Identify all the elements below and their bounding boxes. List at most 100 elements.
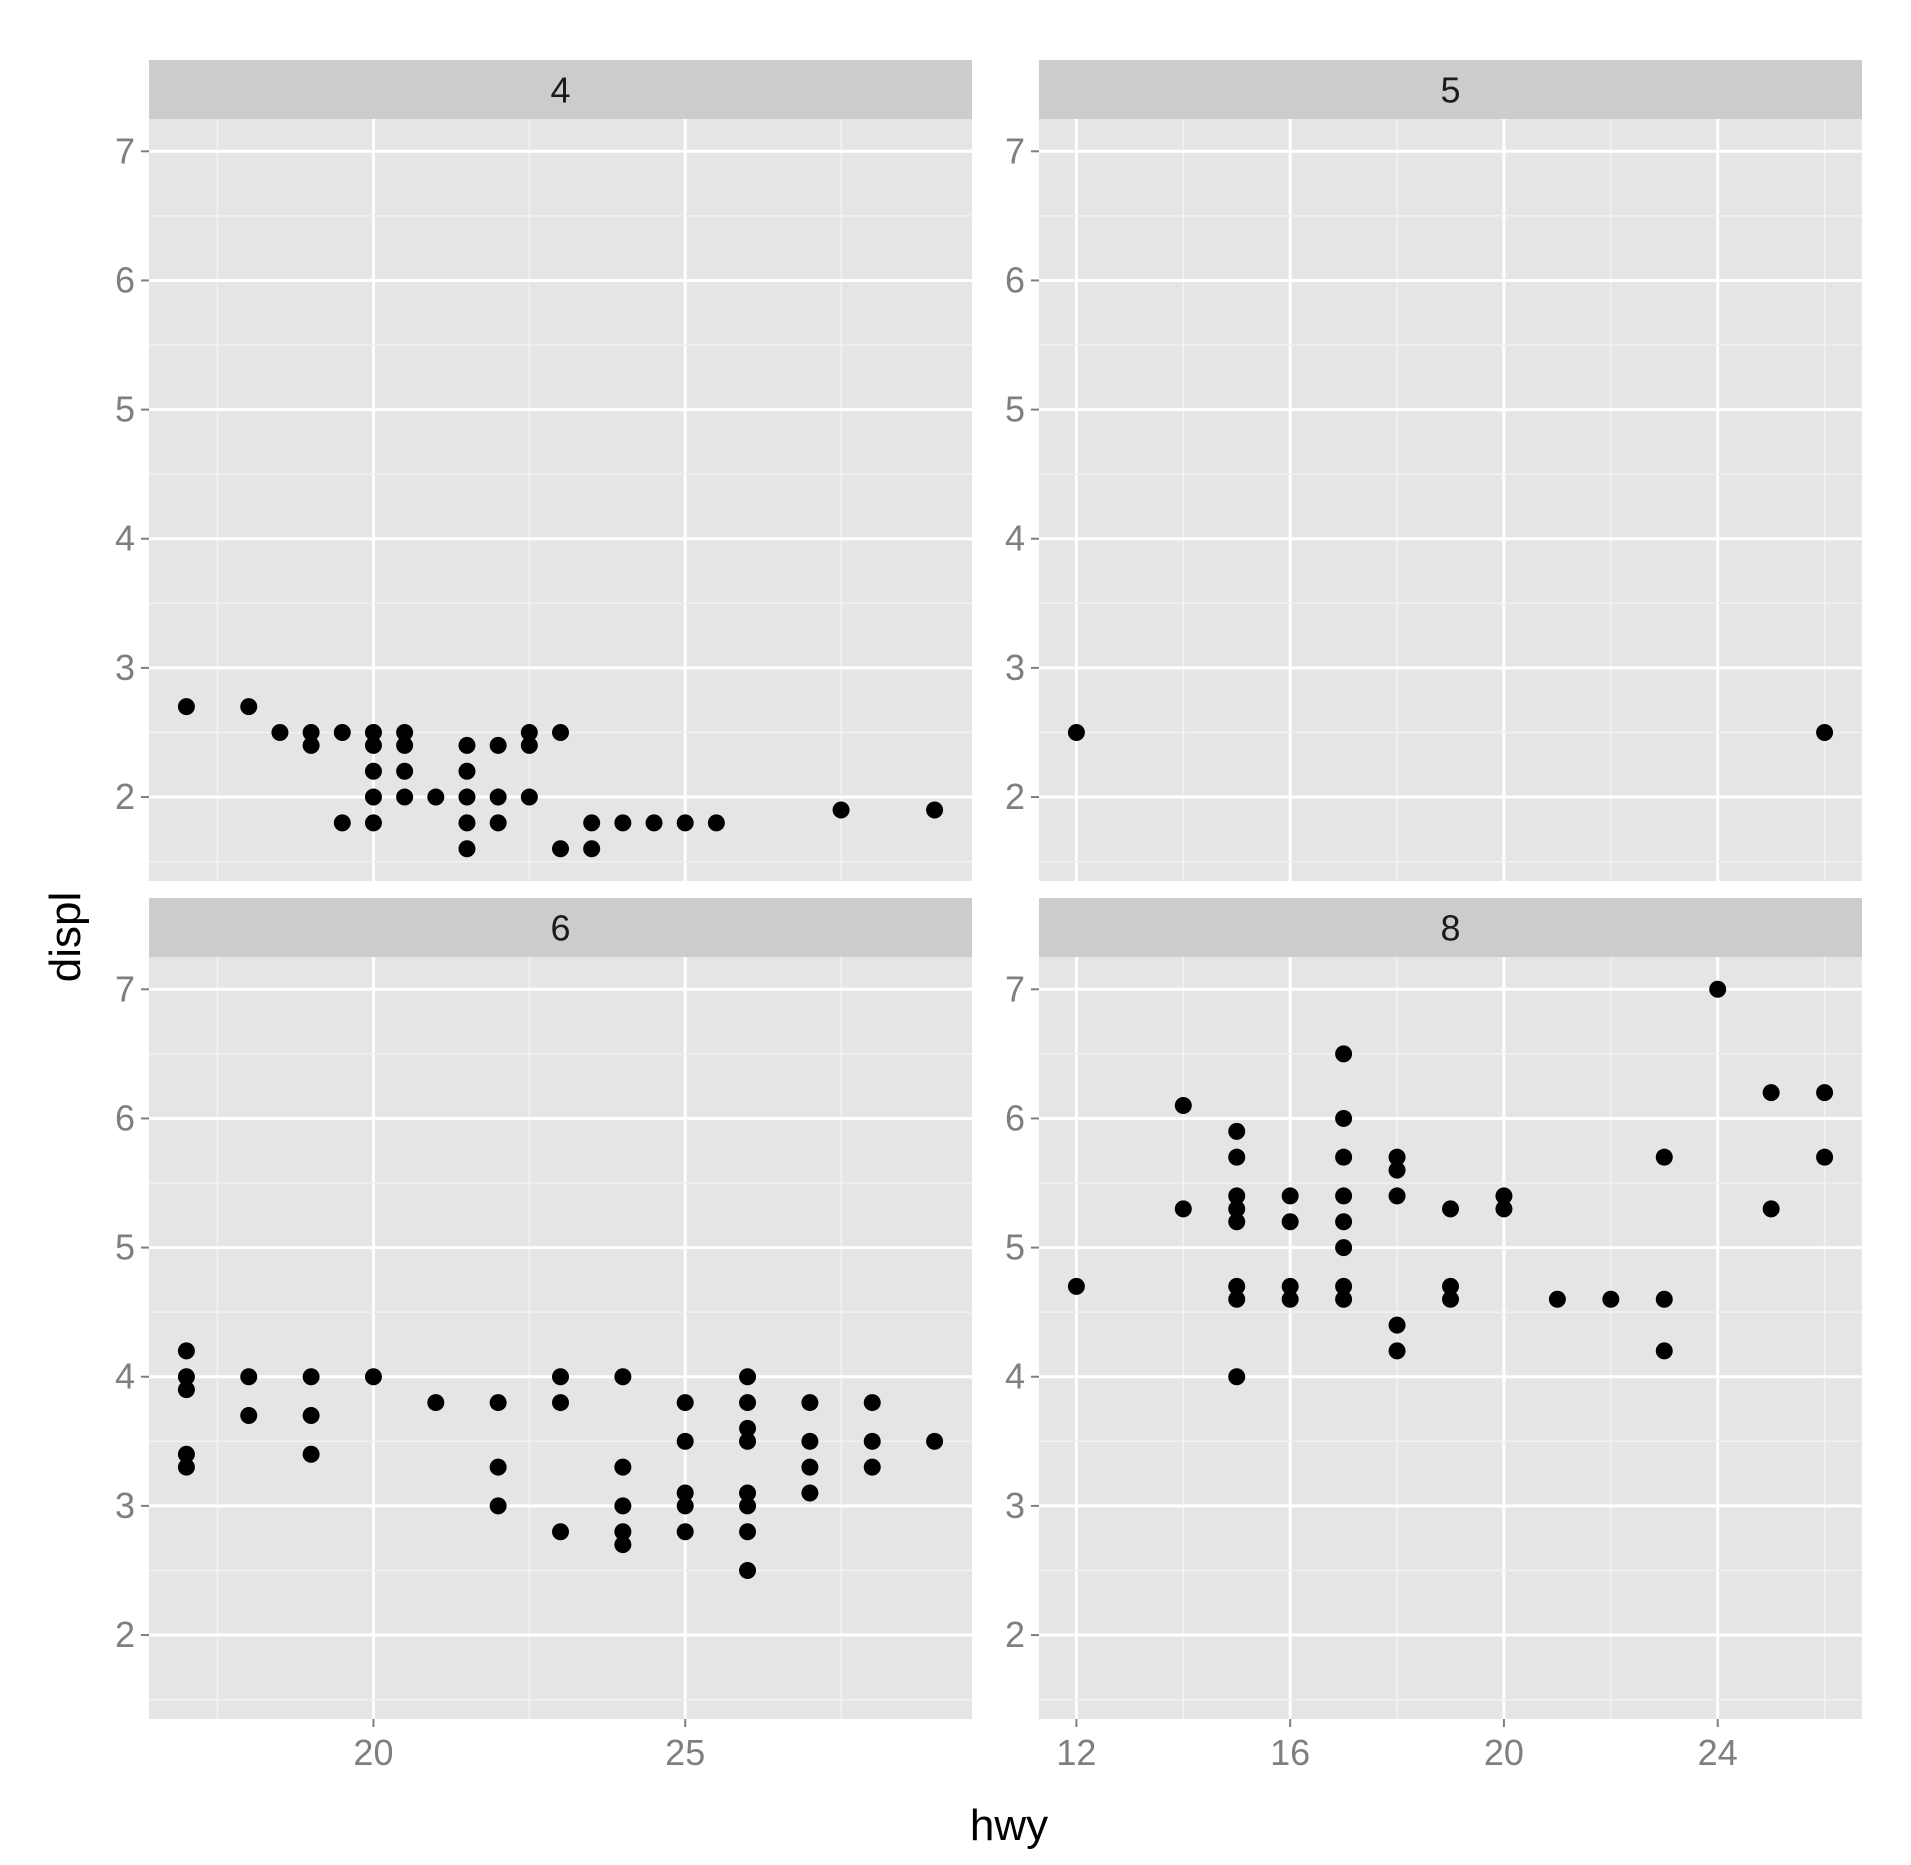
- facet-strip: [149, 60, 972, 119]
- facet-strip-label: 4: [550, 70, 570, 111]
- facet-strip: [1039, 60, 1862, 119]
- data-point: [333, 814, 351, 832]
- data-point: [1602, 1290, 1620, 1308]
- data-point: [302, 1368, 320, 1386]
- data-point: [1067, 1277, 1085, 1295]
- data-point: [739, 1368, 757, 1386]
- data-point: [364, 1368, 382, 1386]
- data-point: [1388, 1161, 1406, 1179]
- data-point: [926, 801, 944, 819]
- data-point: [1655, 1148, 1673, 1166]
- data-point: [458, 788, 476, 806]
- data-point: [1228, 1368, 1246, 1386]
- data-point: [1228, 1200, 1246, 1218]
- plot-panel: [149, 119, 972, 881]
- x-tick-label: 25: [665, 1732, 705, 1773]
- data-point: [1762, 1200, 1780, 1218]
- data-point: [1335, 1148, 1353, 1166]
- data-point: [614, 1497, 632, 1515]
- facet-strip-label: 8: [1440, 908, 1460, 949]
- data-point: [552, 1368, 569, 1386]
- data-point: [583, 840, 601, 858]
- data-point: [614, 1368, 632, 1386]
- data-point: [926, 1432, 944, 1450]
- data-point: [489, 1458, 507, 1476]
- data-point: [676, 1523, 694, 1541]
- y-tick-label: 4: [1005, 518, 1025, 559]
- data-point: [1495, 1187, 1513, 1205]
- data-point: [1816, 723, 1834, 741]
- data-point: [489, 814, 507, 832]
- y-tick-label: 2: [115, 776, 135, 817]
- data-point: [552, 723, 569, 741]
- data-point: [364, 788, 382, 806]
- data-point: [364, 723, 382, 741]
- data-point: [177, 1368, 195, 1386]
- plot-panel: [149, 957, 972, 1719]
- data-point: [739, 1523, 757, 1541]
- data-point: [1816, 1084, 1834, 1102]
- plot-panel: [1039, 119, 1862, 881]
- data-point: [364, 736, 382, 754]
- data-point: [1335, 1290, 1353, 1308]
- x-axis-title: hwy: [970, 1801, 1048, 1850]
- data-point: [396, 762, 414, 780]
- data-point: [676, 1432, 694, 1450]
- data-point: [645, 814, 663, 832]
- data-point: [1388, 1316, 1406, 1334]
- y-tick-label: 6: [1005, 1097, 1025, 1138]
- data-point: [1228, 1213, 1246, 1231]
- y-tick-label: 6: [115, 259, 135, 300]
- y-axis-title: displ: [41, 892, 90, 983]
- data-point: [1228, 1290, 1246, 1308]
- data-point: [739, 1419, 757, 1437]
- y-tick-label: 2: [1005, 776, 1025, 817]
- data-point: [427, 788, 445, 806]
- data-point: [396, 723, 414, 741]
- data-point: [1442, 1290, 1459, 1308]
- data-point: [1655, 1290, 1673, 1308]
- data-point: [177, 1458, 195, 1476]
- y-tick-label: 5: [1005, 389, 1025, 430]
- y-tick-label: 2: [1005, 1614, 1025, 1655]
- data-point: [801, 1432, 819, 1450]
- data-point: [863, 1394, 881, 1412]
- data-point: [1335, 1187, 1353, 1205]
- y-tick-label: 5: [115, 1227, 135, 1268]
- y-tick-label: 5: [115, 389, 135, 430]
- data-point: [801, 1394, 819, 1412]
- data-point: [614, 1536, 632, 1554]
- data-point: [427, 1394, 445, 1412]
- data-point: [520, 788, 538, 806]
- facet-strip-label: 6: [550, 908, 570, 949]
- data-point: [1174, 1200, 1192, 1218]
- data-point: [739, 1484, 757, 1502]
- data-point: [364, 814, 382, 832]
- y-tick-label: 6: [115, 1097, 135, 1138]
- data-point: [396, 736, 414, 754]
- data-point: [489, 736, 507, 754]
- data-point: [1388, 1187, 1406, 1205]
- y-tick-label: 7: [115, 968, 135, 1009]
- data-point: [676, 1394, 694, 1412]
- data-point: [1335, 1109, 1353, 1127]
- data-point: [1388, 1148, 1406, 1166]
- x-tick-label: 20: [353, 1732, 393, 1773]
- data-point: [1335, 1045, 1353, 1063]
- data-point: [832, 801, 850, 819]
- data-point: [1816, 1148, 1834, 1166]
- data-point: [458, 736, 476, 754]
- data-point: [1442, 1200, 1459, 1218]
- data-point: [801, 1458, 819, 1476]
- data-point: [1228, 1122, 1246, 1140]
- data-point: [801, 1484, 819, 1502]
- x-tick-label: 16: [1270, 1732, 1310, 1773]
- y-tick-label: 5: [1005, 1227, 1025, 1268]
- y-tick-label: 3: [1005, 1485, 1025, 1526]
- data-point: [676, 1497, 694, 1515]
- data-point: [302, 1445, 320, 1463]
- x-tick-label: 12: [1056, 1732, 1096, 1773]
- y-tick-label: 7: [1005, 968, 1025, 1009]
- data-point: [240, 1368, 258, 1386]
